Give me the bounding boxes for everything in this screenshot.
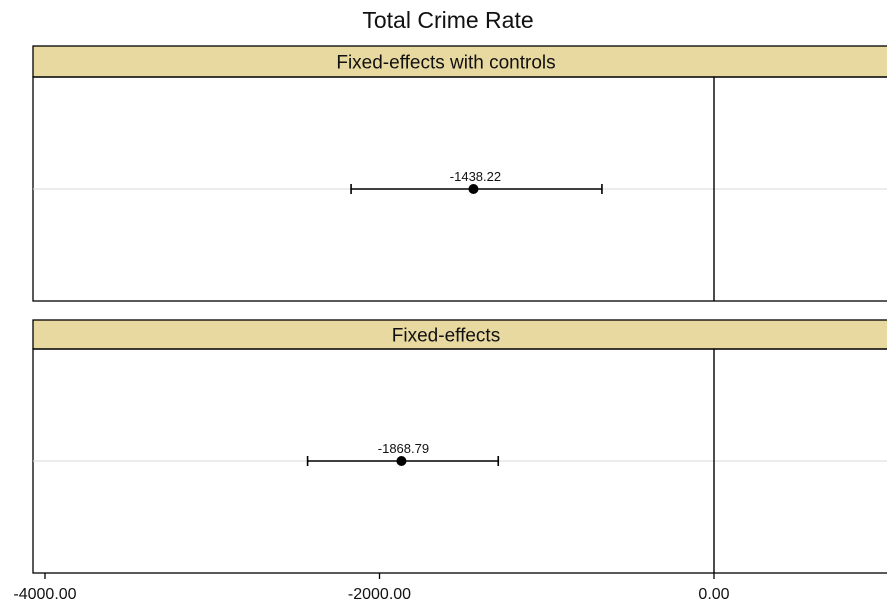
x-axis: -4000.00 -2000.00 0.00 xyxy=(13,573,730,603)
estimate-label: -1438.22 xyxy=(450,169,501,184)
x-tick-label: -2000.00 xyxy=(348,586,411,603)
panel-strip xyxy=(32,45,887,78)
panel: Fixed-effects -1868.79 xyxy=(32,319,887,574)
panel-strip-label: Fixed-effects with controls xyxy=(336,53,555,74)
estimate-label: -1868.79 xyxy=(378,441,429,456)
point-estimate xyxy=(468,184,479,194)
panels-layer: Fixed-effects with controls-1438.22Fixed… xyxy=(32,45,887,574)
chart-title: Total Crime Rate xyxy=(362,7,533,33)
x-tick-label: -4000.00 xyxy=(13,586,76,603)
x-tick-label: 0.00 xyxy=(698,586,729,603)
point-estimate xyxy=(396,456,407,466)
panel-strip-label: Fixed-effects xyxy=(392,326,500,347)
panel: Fixed-effects with controls -1438.22 xyxy=(32,45,887,302)
